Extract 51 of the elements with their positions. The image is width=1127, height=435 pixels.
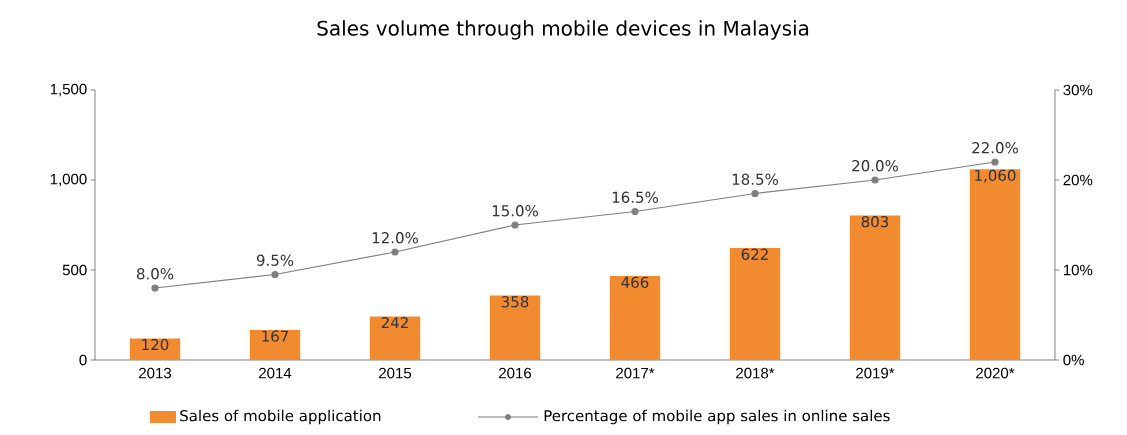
point bbox=[871, 176, 879, 184]
point bbox=[391, 248, 399, 256]
point bbox=[151, 284, 159, 292]
x-tick-label: 2013 bbox=[139, 367, 172, 379]
data-label: 9.5% bbox=[256, 254, 294, 266]
y2-tick-label: 0% bbox=[1063, 354, 1084, 366]
data-label: 358 bbox=[501, 296, 529, 308]
point bbox=[991, 158, 999, 166]
data-label: 167 bbox=[262, 330, 289, 342]
point bbox=[631, 207, 639, 216]
x-tick-label: 2018* bbox=[736, 367, 775, 379]
data-label: 8.0% bbox=[136, 268, 174, 280]
bar bbox=[729, 248, 781, 360]
data-label: 803 bbox=[861, 215, 889, 228]
x-tick-label: 2019* bbox=[856, 367, 895, 379]
bar bbox=[609, 276, 661, 360]
y2-tick-label: 10% bbox=[1063, 264, 1093, 276]
x-tick-label: 2017* bbox=[616, 367, 655, 379]
legend-label: Sales of mobile application bbox=[180, 409, 381, 425]
data-label: 466 bbox=[621, 276, 649, 288]
y2-tick-label: 30% bbox=[1063, 84, 1093, 96]
x-tick-label: 2016 bbox=[499, 367, 532, 379]
data-label: 622 bbox=[741, 248, 768, 260]
y2-tick-label: 20% bbox=[1063, 174, 1093, 186]
x-tick-label: 2014 bbox=[259, 367, 292, 379]
bar bbox=[129, 338, 181, 360]
y-tick-label: 500 bbox=[62, 264, 87, 276]
data-label: 12.0% bbox=[372, 232, 418, 244]
data-label: 15.0% bbox=[492, 205, 538, 217]
point bbox=[271, 270, 279, 279]
bar bbox=[369, 316, 421, 360]
point bbox=[511, 221, 519, 229]
data-label: 20.0% bbox=[852, 160, 898, 172]
data-label: 1,060 bbox=[975, 169, 1016, 183]
chart-title: Sales volume through mobile devices in Malaysia bbox=[317, 20, 809, 40]
bar bbox=[249, 329, 301, 360]
bar bbox=[489, 295, 541, 360]
bar bbox=[849, 215, 901, 360]
data-label: 18.5% bbox=[732, 173, 778, 185]
y-tick-label: 0 bbox=[79, 354, 87, 366]
data-label: 242 bbox=[381, 316, 408, 329]
bar bbox=[969, 169, 1021, 360]
y-tick-label: 1,500 bbox=[50, 83, 87, 97]
x-tick-label: 2015 bbox=[379, 367, 412, 379]
data-label: 120 bbox=[142, 338, 169, 351]
y-tick-label: 1,000 bbox=[50, 173, 87, 187]
legend-label: Percentage of mobile app sales in online sales bbox=[544, 409, 890, 425]
data-label: 16.5% bbox=[612, 191, 658, 203]
x-tick-label: 2020* bbox=[976, 367, 1015, 379]
data-label: 22.0% bbox=[972, 142, 1018, 154]
point bbox=[751, 189, 759, 198]
